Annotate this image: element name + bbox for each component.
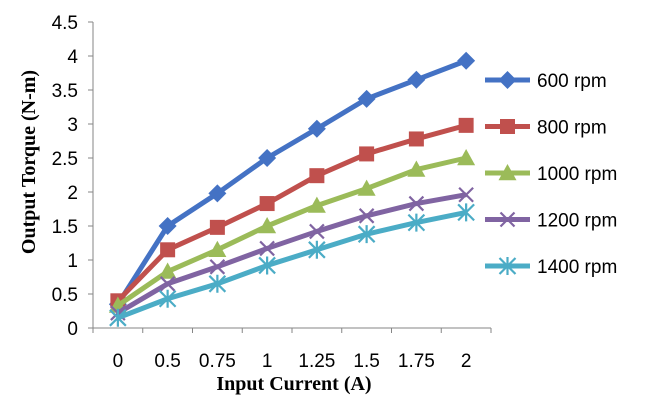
legend-label: 1200 rpm	[537, 211, 617, 232]
legend-item: 600 rpm	[485, 71, 607, 92]
x-tick-label: 1.75	[398, 351, 435, 372]
data-point	[259, 196, 275, 212]
data-point	[308, 240, 326, 259]
legend-item: 800 rpm	[485, 118, 607, 139]
x-axis-title: Input Current (A)	[216, 373, 371, 395]
legend-marker	[500, 119, 515, 134]
y-tick-label: 2	[67, 183, 78, 204]
data-point	[357, 89, 376, 108]
legend-item: 1400 rpm	[485, 257, 617, 278]
series-line	[116, 155, 467, 308]
y-tick-label: 1.5	[52, 217, 78, 238]
legend-marker	[499, 211, 516, 228]
series-line	[116, 122, 467, 303]
x-tick-label: 0.5	[154, 351, 180, 372]
data-point	[458, 186, 474, 203]
legend-item: 1200 rpm	[485, 211, 617, 232]
series-1400-rpm	[109, 203, 475, 327]
y-tick-label: 0	[67, 319, 78, 340]
data-point	[358, 208, 375, 224]
legend-label: 1400 rpm	[537, 257, 617, 278]
x-tick-label: 1.25	[298, 351, 335, 372]
data-point	[109, 308, 127, 327]
data-point	[407, 160, 426, 177]
x-tick-label: 0	[113, 351, 124, 372]
legend-label: 1000 rpm	[537, 164, 617, 185]
y-axis-title: Output Torque (N-m)	[18, 70, 40, 254]
data-point	[408, 131, 424, 147]
y-tick-label: 1	[67, 251, 78, 272]
data-point	[158, 262, 177, 279]
data-point	[309, 168, 325, 184]
data-point	[258, 149, 277, 167]
data-point	[158, 217, 177, 235]
y-tick-label: 4	[67, 47, 78, 68]
x-tick-label: 1	[262, 351, 273, 372]
data-point	[307, 119, 326, 138]
y-tick-label: 4.5	[52, 13, 78, 34]
data-point	[258, 217, 277, 234]
data-point	[457, 149, 476, 166]
series-1200-rpm	[110, 186, 474, 321]
data-point	[357, 179, 376, 196]
legend: 600 rpm 800 rpm 1000 rpm 1200 rpm 1400 rpm	[485, 71, 617, 278]
legend-label: 600 rpm	[537, 71, 607, 92]
series-line	[116, 192, 467, 316]
y-tick-label: 0.5	[52, 285, 78, 306]
data-point	[307, 196, 326, 213]
series-layer	[108, 51, 476, 327]
y-axis: 0 0.5 1 1.5 2 2.5 3 3.5 4 4.5	[52, 13, 94, 340]
data-point	[159, 276, 176, 292]
data-point	[208, 240, 227, 257]
y-tick-label: 3	[67, 115, 78, 136]
data-point	[359, 146, 375, 162]
data-point	[457, 203, 475, 222]
data-point	[208, 184, 227, 203]
series-line	[116, 209, 467, 321]
data-point	[357, 225, 376, 244]
x-tick-label: 1.5	[353, 351, 379, 372]
data-point	[209, 219, 225, 235]
data-point	[457, 51, 476, 70]
y-tick-label: 2.5	[52, 149, 78, 170]
legend-marker	[498, 257, 517, 275]
legend-marker	[498, 164, 517, 181]
legend-label: 800 rpm	[537, 118, 607, 139]
data-point	[208, 274, 227, 293]
series-800-rpm	[110, 117, 474, 309]
data-point	[158, 289, 177, 308]
data-point	[407, 70, 426, 89]
data-point	[160, 242, 176, 258]
data-point	[309, 223, 325, 240]
y-tick-label: 3.5	[52, 81, 78, 102]
data-point	[259, 240, 275, 257]
data-point	[407, 213, 426, 232]
x-axis: 0 0.5 0.75 1 1.25 1.5 1.75 2	[92, 327, 492, 372]
x-tick-label: 0.75	[199, 351, 236, 372]
data-point	[408, 195, 425, 212]
x-tick-label: 2	[461, 351, 472, 372]
data-point	[209, 259, 226, 275]
data-point	[458, 117, 474, 133]
data-point	[258, 256, 276, 275]
legend-item: 1000 rpm	[485, 164, 617, 185]
legend-marker	[498, 71, 517, 89]
series-line	[115, 58, 468, 306]
